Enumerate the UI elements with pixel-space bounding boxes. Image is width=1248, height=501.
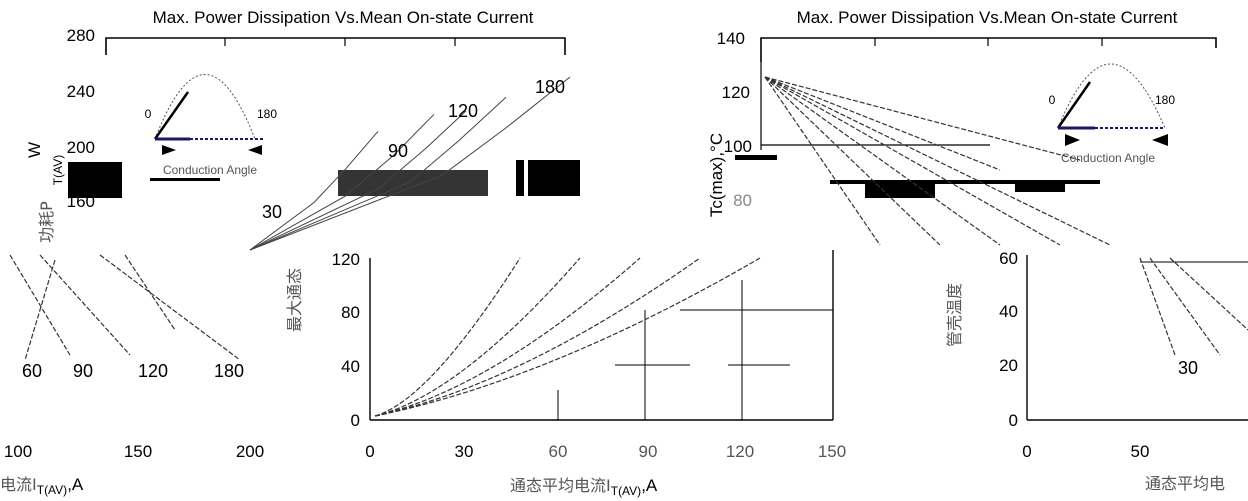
series-line-180 bbox=[764, 76, 1111, 246]
y-tick-280: 280 bbox=[67, 26, 95, 45]
series-line-120 bbox=[249, 96, 507, 251]
curve-label-90: 90 bbox=[73, 361, 93, 381]
mid-y-tick-80: 80 bbox=[341, 303, 360, 322]
chart-right-lower: 60 40 20 0 0 50 30 管壳温度 通态平均电 bbox=[945, 249, 1248, 493]
rl-y-tick-60: 60 bbox=[999, 249, 1018, 268]
chart-lower-left: 60 90 120 180 100 150 200 电流IT(AV),A bbox=[0, 254, 264, 497]
mid-y-tick-0: 0 bbox=[351, 411, 360, 430]
inset-conduction-angle-left: 0 180 Conduction Angle bbox=[145, 74, 277, 177]
lower-left-series-line-120 bbox=[99, 254, 241, 361]
chart-title-right: Max. Power Dissipation Vs.Mean On-state … bbox=[797, 8, 1178, 27]
y-axis-unit-w: W bbox=[25, 142, 44, 158]
power-curves-lower-left bbox=[9, 254, 241, 361]
mid-x-tick-30: 30 bbox=[455, 442, 474, 461]
power-curves-upper bbox=[249, 76, 571, 251]
series-line-60 bbox=[249, 113, 435, 251]
chart-middle-lower: 120 80 40 0 0 30 60 90 120 150 最大通态 通态平均… bbox=[285, 250, 846, 498]
curve-label-60: 60 bbox=[22, 361, 42, 381]
lower-left-series-line-180 bbox=[124, 254, 176, 331]
right-y-tick-80: 80 bbox=[733, 191, 752, 210]
inset-caption: Conduction Angle bbox=[163, 163, 257, 177]
legend-block-right bbox=[528, 160, 580, 196]
rl-x-axis-label-cn: 通态平均电 bbox=[1145, 474, 1225, 493]
curve-label-30-upper: 30 bbox=[262, 202, 282, 222]
legend-block-left bbox=[68, 162, 122, 198]
series-line-30 bbox=[374, 257, 521, 417]
x-tick-200: 200 bbox=[236, 442, 264, 461]
curve-label-180-upper: 180 bbox=[535, 77, 565, 97]
rl-curve-label-30: 30 bbox=[1178, 358, 1198, 378]
series-line-60 bbox=[1149, 257, 1221, 356]
y-axis-label-cn: 功耗P bbox=[37, 201, 56, 243]
rl-y-tick-0: 0 bbox=[1009, 411, 1018, 430]
right-lower-curves bbox=[1139, 257, 1248, 356]
mid-x-tick-120: 120 bbox=[726, 442, 754, 461]
curve-label-120-upper: 120 bbox=[448, 101, 478, 121]
right-y-tick-140: 140 bbox=[717, 29, 745, 48]
rl-y-axis-label-cn: 管壳温度 bbox=[945, 283, 964, 347]
series-line-90 bbox=[764, 76, 1001, 246]
chart-frame-top-left bbox=[105, 37, 566, 55]
rl-x-tick-50: 50 bbox=[1131, 442, 1150, 461]
lower-left-series-line-60 bbox=[9, 254, 71, 356]
right-y-tick-100: 100 bbox=[724, 137, 752, 156]
curve-label-180: 180 bbox=[214, 361, 244, 381]
curve-label-120: 120 bbox=[138, 361, 168, 381]
chart-case-temperature-right: Max. Power Dissipation Vs.Mean On-state … bbox=[707, 8, 1217, 246]
series-line-90 bbox=[1169, 257, 1248, 331]
temperature-curves bbox=[764, 76, 1111, 246]
series-line-120 bbox=[764, 76, 1061, 246]
right-y-axis-label: Tc(max),°C bbox=[707, 133, 726, 217]
series-line-180 bbox=[374, 257, 761, 417]
mid-x-tick-90: 90 bbox=[639, 442, 658, 461]
mid-y-axis-label-cn: 最大通态 bbox=[285, 268, 304, 332]
series-line-60 bbox=[764, 76, 941, 246]
series-line-120 bbox=[374, 257, 701, 417]
x-tick-150: 150 bbox=[124, 442, 152, 461]
inset-right-caption: Conduction Angle bbox=[1061, 151, 1155, 165]
mid-x-tick-150: 150 bbox=[818, 442, 846, 461]
y-axis-sub-label: T(AV) bbox=[51, 155, 65, 185]
x-tick-100: 100 bbox=[4, 442, 32, 461]
chart-power-dissipation-left: Max. Power Dissipation Vs.Mean On-state … bbox=[25, 8, 580, 251]
x-axis-label-left: 电流IT(AV),A bbox=[0, 475, 84, 497]
rl-y-tick-20: 20 bbox=[999, 356, 1018, 375]
mid-y-tick-40: 40 bbox=[341, 357, 360, 376]
middle-curves bbox=[374, 257, 761, 417]
lower-left-series-line-90 bbox=[39, 254, 131, 356]
y-tick-200: 200 bbox=[67, 138, 95, 157]
inset-right-label-0: 0 bbox=[1049, 93, 1056, 107]
series-line-180 bbox=[249, 76, 571, 251]
series-line-extra-5 bbox=[764, 76, 1001, 171]
series-line-30 bbox=[1139, 257, 1176, 356]
right-y-tick-120: 120 bbox=[722, 83, 750, 102]
inset-label-0: 0 bbox=[145, 107, 152, 121]
mid-y-tick-120: 120 bbox=[332, 250, 360, 269]
series-line-90 bbox=[249, 110, 467, 251]
mid-x-axis-label: 通态平均电流IT(AV),A bbox=[510, 476, 658, 498]
mid-x-tick-60: 60 bbox=[549, 442, 568, 461]
inset-conduction-angle-right: 0 180 Conduction Angle bbox=[1049, 63, 1175, 165]
series-line-30 bbox=[764, 76, 881, 246]
series-line-60 bbox=[374, 257, 581, 417]
chart-title-left: Max. Power Dissipation Vs.Mean On-state … bbox=[153, 8, 534, 27]
curve-label-90-upper: 90 bbox=[388, 141, 408, 161]
rl-x-tick-0: 0 bbox=[1022, 442, 1031, 461]
inset-right-label-180: 180 bbox=[1155, 93, 1175, 107]
mid-x-tick-0: 0 bbox=[365, 442, 374, 461]
series-line-extra-6 bbox=[764, 76, 1081, 161]
lower-left-series-line-4 bbox=[24, 259, 56, 361]
series-line-90 bbox=[374, 257, 641, 417]
rl-y-tick-40: 40 bbox=[999, 302, 1018, 321]
inset-label-180: 180 bbox=[257, 107, 277, 121]
series-line-30 bbox=[249, 130, 379, 251]
y-tick-240: 240 bbox=[67, 82, 95, 101]
